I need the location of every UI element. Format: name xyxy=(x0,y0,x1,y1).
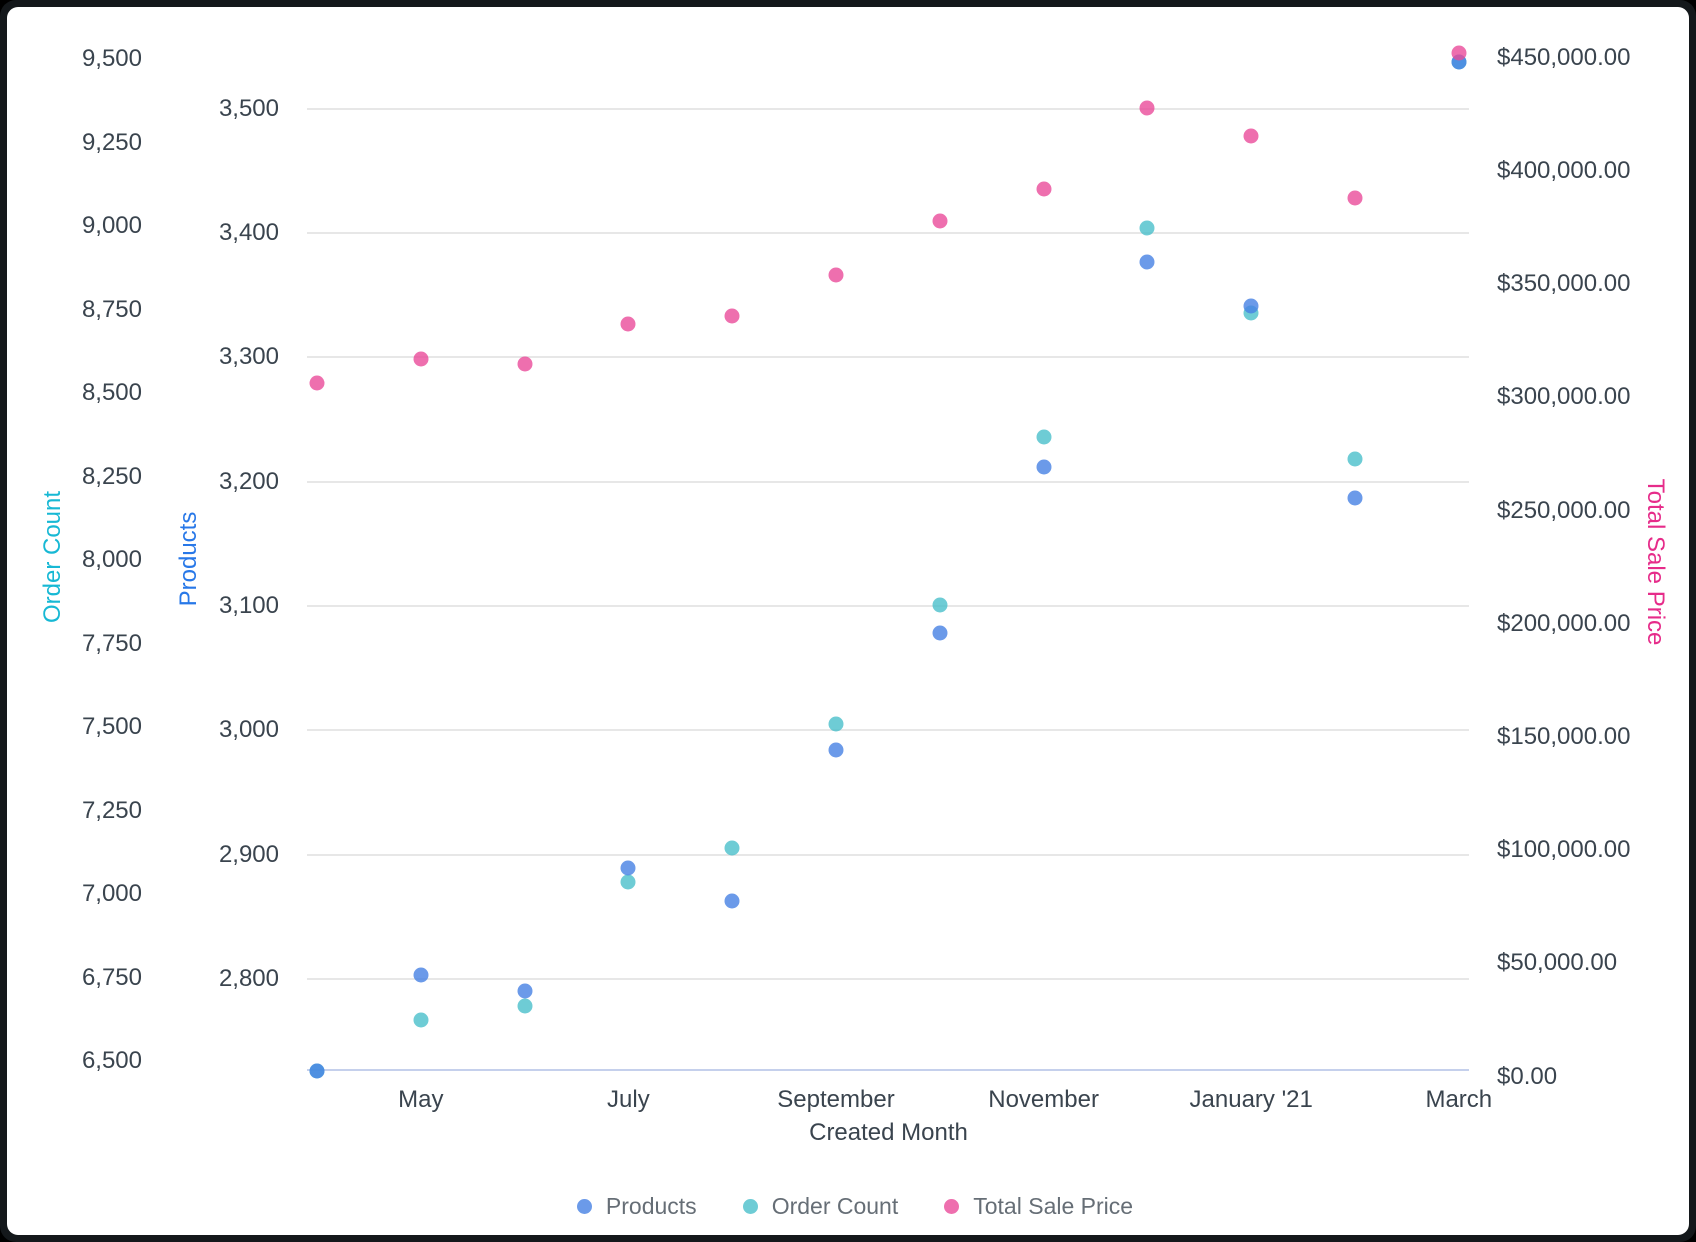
products-point-april[interactable] xyxy=(309,1063,325,1079)
gridline xyxy=(307,853,1469,856)
products-point-july[interactable] xyxy=(620,860,636,876)
gridline xyxy=(307,232,1469,234)
total-sale-price-point-january-21[interactable] xyxy=(1243,128,1259,144)
order-count-point-february[interactable] xyxy=(1347,451,1363,467)
products-point-june[interactable] xyxy=(517,983,533,999)
order-count-point-october[interactable] xyxy=(932,597,948,613)
products-point-january-21[interactable] xyxy=(1243,298,1259,314)
price-tick-label: $200,000.00 xyxy=(1497,609,1631,637)
order-count-axis-title: Order Count xyxy=(39,490,66,624)
x-axis-title: Created Month xyxy=(809,1119,968,1146)
total-sale-price-legend-dot-icon xyxy=(944,1198,960,1214)
products-tick-label: 3,000 xyxy=(218,716,279,744)
order-count-tick-label: 8,500 xyxy=(81,379,142,406)
price-tick-label: $350,000.00 xyxy=(1497,270,1631,297)
order-count-tick-label: 6,750 xyxy=(81,963,142,991)
gridline xyxy=(307,480,1469,483)
total-sale-price-axis-title: Total Sale Price xyxy=(1642,478,1669,646)
total-sale-price-point-november[interactable] xyxy=(1036,181,1052,197)
legend: Products Order Count Total Sale Price xyxy=(7,1193,1696,1219)
order-count-point-may[interactable] xyxy=(413,1012,429,1028)
order-count-legend-dot-icon xyxy=(742,1198,758,1214)
price-tick-label: $50,000.00 xyxy=(1497,949,1618,977)
price-tick-label: $300,000.00 xyxy=(1497,383,1631,411)
products-axis-title: Products xyxy=(175,511,202,607)
products-tick-label: 3,400 xyxy=(218,219,279,246)
gridline xyxy=(307,977,1469,980)
legend-item-products[interactable]: Products xyxy=(576,1193,697,1219)
products-point-december[interactable] xyxy=(1139,254,1155,270)
products-tick-label: 3,100 xyxy=(218,592,279,619)
price-tick-label: $400,000.00 xyxy=(1497,156,1631,184)
order-count-point-december[interactable] xyxy=(1139,220,1155,236)
chart-card: Order Count Products Total Sale Price Cr… xyxy=(7,7,1689,1235)
order-count-tick-label: 8,000 xyxy=(81,546,142,573)
order-count-tick-label: 7,250 xyxy=(81,796,142,824)
total-sale-price-point-august[interactable] xyxy=(724,308,740,324)
x-tick-label: May xyxy=(398,1086,444,1113)
x-tick-label: January '21 xyxy=(1189,1086,1313,1113)
products-point-february[interactable] xyxy=(1347,490,1363,506)
total-sale-price-point-april[interactable] xyxy=(309,375,325,391)
order-count-tick-label: 7,000 xyxy=(81,880,142,907)
x-axis-line xyxy=(307,1069,1469,1071)
price-tick-label: $250,000.00 xyxy=(1497,496,1631,524)
order-count-tick-label: 8,250 xyxy=(81,462,142,490)
products-point-september[interactable] xyxy=(828,742,844,758)
price-tick-label: $150,000.00 xyxy=(1497,722,1631,750)
legend-label: Products xyxy=(605,1193,697,1219)
gridline xyxy=(307,729,1469,732)
total-sale-price-point-march[interactable] xyxy=(1451,45,1467,61)
order-count-tick-label: 9,250 xyxy=(81,128,142,156)
order-count-tick-label: 7,500 xyxy=(81,713,142,740)
price-tick-label: $0.00 xyxy=(1497,1062,1558,1090)
order-count-tick-label: 6,500 xyxy=(81,1047,142,1074)
gridline xyxy=(307,356,1469,359)
products-point-may[interactable] xyxy=(413,967,429,983)
products-tick-label: 3,200 xyxy=(218,467,279,495)
products-tick-label: 3,500 xyxy=(218,94,279,122)
products-tick-label: 2,800 xyxy=(218,964,279,992)
x-tick-label: July xyxy=(607,1086,650,1113)
x-tick-label: March xyxy=(1425,1086,1493,1113)
legend-item-order-count[interactable]: Order Count xyxy=(742,1193,899,1219)
order-count-point-august[interactable] xyxy=(724,840,740,856)
total-sale-price-point-december[interactable] xyxy=(1139,100,1155,116)
x-tick-label: September xyxy=(777,1086,895,1113)
legend-label: Total Sale Price xyxy=(973,1193,1134,1219)
price-tick-label: $100,000.00 xyxy=(1497,836,1631,864)
order-count-point-september[interactable] xyxy=(828,716,844,732)
order-count-tick-label: 7,750 xyxy=(81,629,142,657)
order-count-point-july[interactable] xyxy=(620,874,636,890)
total-sale-price-point-october[interactable] xyxy=(932,213,948,229)
total-sale-price-point-february[interactable] xyxy=(1347,190,1363,206)
total-sale-price-point-july[interactable] xyxy=(620,316,636,332)
order-count-tick-label: 8,750 xyxy=(81,295,142,323)
price-tick-label: $450,000.00 xyxy=(1497,43,1631,71)
total-sale-price-point-september[interactable] xyxy=(828,267,844,283)
total-sale-price-point-june[interactable] xyxy=(517,356,533,372)
products-point-august[interactable] xyxy=(724,893,740,909)
products-point-october[interactable] xyxy=(932,625,948,641)
x-tick-label: November xyxy=(988,1086,1099,1113)
order-count-point-june[interactable] xyxy=(517,998,533,1013)
products-point-november[interactable] xyxy=(1036,459,1052,475)
products-legend-dot-icon xyxy=(576,1198,592,1214)
order-count-tick-label: 9,000 xyxy=(81,212,142,239)
order-count-tick-label: 9,500 xyxy=(81,45,142,72)
legend-label: Order Count xyxy=(771,1193,899,1219)
total-sale-price-point-may[interactable] xyxy=(413,351,429,367)
legend-item-total-sale-price[interactable]: Total Sale Price xyxy=(944,1193,1133,1219)
gridline xyxy=(307,605,1469,607)
gridline xyxy=(307,107,1469,110)
products-tick-label: 2,900 xyxy=(218,840,279,868)
order-count-point-november[interactable] xyxy=(1036,429,1052,445)
products-tick-label: 3,300 xyxy=(218,343,279,371)
